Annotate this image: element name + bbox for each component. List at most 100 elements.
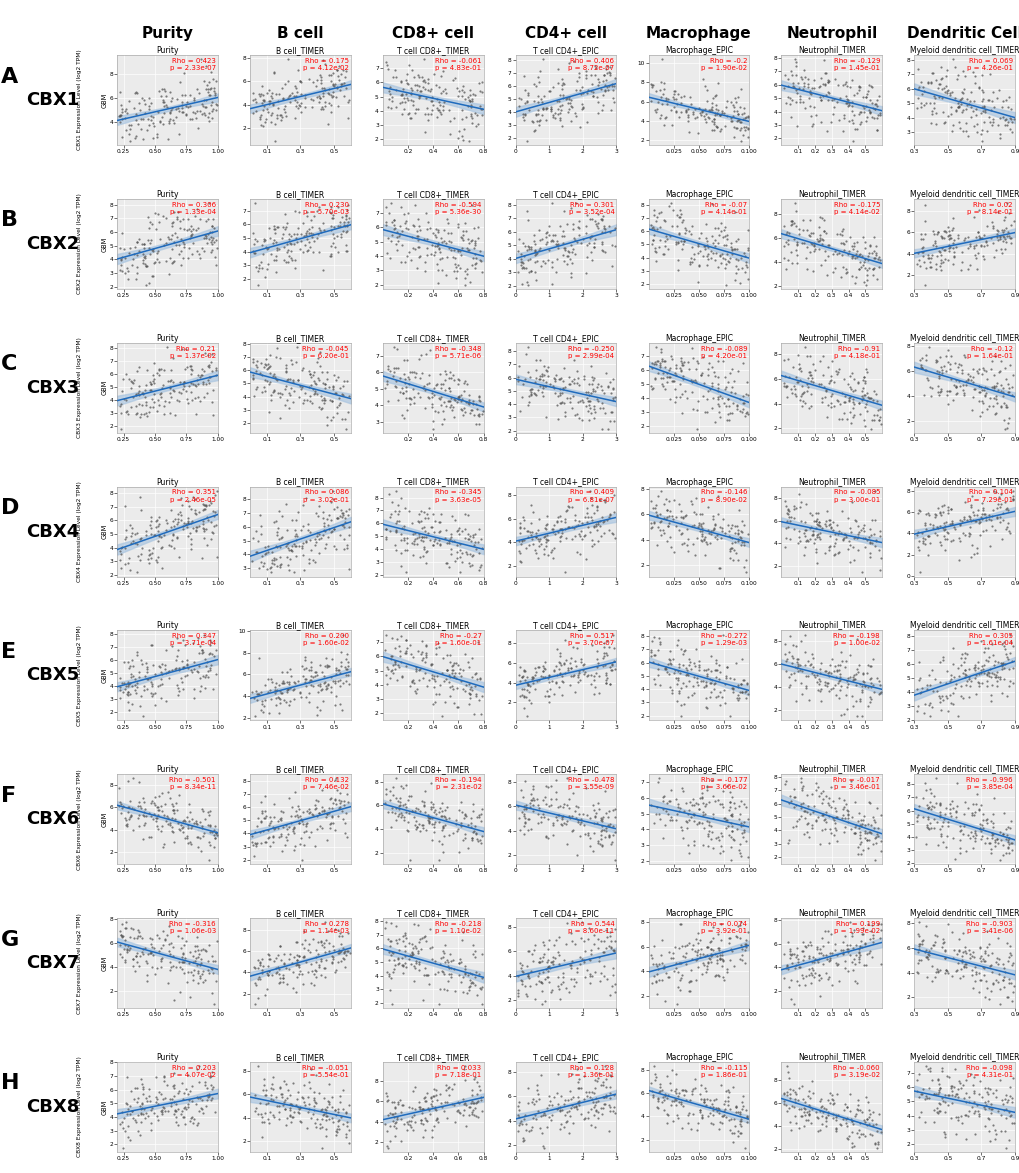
Point (858, 362, 874, 381)
Point (562, 649, 579, 667)
Point (457, 805, 473, 823)
Point (808, 937, 824, 956)
Point (313, 97, 329, 116)
Point (131, 816, 148, 835)
Point (260, 402, 276, 421)
Point (339, 652, 356, 671)
Point (137, 804, 153, 822)
Point (815, 811, 832, 829)
Point (606, 659, 623, 678)
Point (545, 955, 561, 974)
Point (678, 813, 694, 832)
Point (169, 89, 185, 108)
Point (274, 88, 290, 107)
Point (737, 256, 753, 274)
Point (429, 963, 445, 982)
Point (1001, 229, 1017, 248)
Point (515, 258, 531, 277)
Point (439, 1078, 455, 1097)
Point (129, 920, 146, 938)
Point (409, 535, 425, 554)
Point (805, 97, 821, 116)
Point (285, 372, 302, 391)
Point (447, 669, 464, 687)
Point (450, 663, 467, 682)
Point (207, 502, 223, 521)
Point (956, 941, 972, 960)
Point (595, 967, 611, 985)
Point (515, 1132, 531, 1151)
Point (145, 538, 161, 557)
Point (473, 705, 489, 724)
Point (1001, 1106, 1017, 1125)
Point (718, 229, 735, 248)
Point (378, 913, 394, 931)
Point (678, 103, 694, 122)
Point (337, 223, 354, 242)
Point (452, 399, 469, 418)
Point (123, 379, 140, 398)
Point (988, 949, 1005, 968)
Point (789, 373, 805, 392)
Point (709, 381, 726, 400)
Point (980, 108, 997, 127)
Point (725, 1132, 741, 1151)
Point (975, 944, 991, 963)
Point (931, 689, 948, 707)
Point (575, 369, 591, 388)
Point (930, 386, 947, 405)
Point (397, 218, 414, 237)
Point (817, 224, 834, 243)
Point (111, 107, 127, 126)
Point (820, 236, 837, 255)
Point (990, 226, 1007, 245)
Point (935, 1093, 952, 1112)
Point (161, 110, 177, 129)
Point (421, 670, 437, 689)
Point (799, 368, 815, 387)
Point (560, 517, 577, 536)
Point (680, 1106, 696, 1125)
Text: Rho = -0.07
p = 4.14e-01: Rho = -0.07 p = 4.14e-01 (700, 202, 747, 215)
Point (688, 1120, 704, 1139)
Point (416, 540, 432, 558)
Point (798, 1103, 814, 1121)
Point (866, 536, 882, 555)
Point (851, 937, 867, 956)
Point (949, 954, 965, 972)
Point (1004, 489, 1019, 508)
Point (155, 93, 171, 111)
Point (160, 935, 176, 954)
Point (337, 659, 354, 678)
Point (572, 392, 588, 411)
Point (378, 1137, 394, 1155)
Point (810, 513, 826, 531)
Point (449, 387, 466, 406)
Point (923, 972, 940, 991)
Point (933, 934, 950, 952)
Title: Myeloid dendritic cell_TIMER: Myeloid dendritic cell_TIMER (909, 1053, 1018, 1062)
Point (512, 820, 528, 839)
Point (247, 958, 263, 977)
Point (404, 935, 420, 954)
Point (989, 362, 1006, 381)
Point (383, 647, 399, 666)
Point (463, 818, 479, 836)
Point (326, 820, 342, 839)
Point (572, 650, 588, 669)
Point (803, 107, 819, 126)
Point (523, 526, 539, 544)
Point (413, 651, 429, 670)
Point (978, 829, 995, 848)
Point (732, 113, 748, 131)
Point (397, 631, 414, 650)
Point (459, 88, 475, 107)
Point (380, 360, 396, 379)
Point (730, 796, 746, 815)
Point (602, 404, 619, 422)
Point (413, 940, 429, 958)
Point (786, 1092, 802, 1111)
Point (315, 391, 331, 409)
Text: Rho = -0.115
p = 1.86e-01: Rho = -0.115 p = 1.86e-01 (700, 1065, 747, 1078)
Point (123, 1101, 140, 1120)
